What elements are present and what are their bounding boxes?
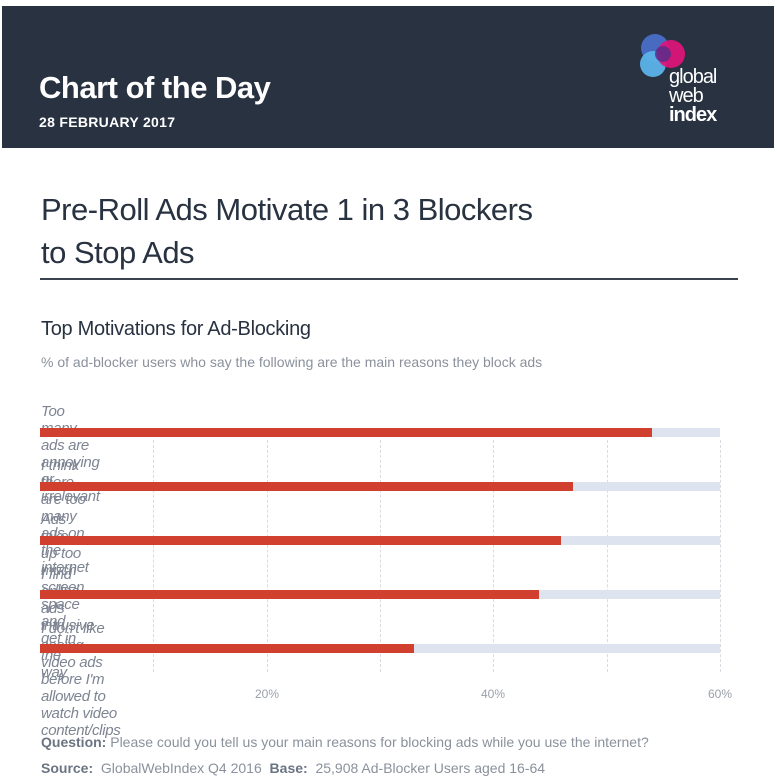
- question-label: Question:: [41, 734, 107, 750]
- chart-subtitle: % of ad-blocker users who say the follow…: [41, 354, 543, 370]
- bar-fill: [40, 536, 562, 545]
- logo-wordmark: global web index: [669, 66, 717, 126]
- gridline-10: [153, 440, 154, 672]
- bar-fill: [40, 428, 652, 437]
- gridline-30: [380, 440, 381, 672]
- x-tick-20: 20%: [254, 687, 280, 701]
- bar-fill: [40, 482, 573, 491]
- header-date: 28 FEBRUARY 2017: [39, 114, 176, 130]
- chart-title: Top Motivations for Ad-Blocking: [41, 318, 311, 340]
- source-label: Source:: [41, 760, 94, 776]
- headline-line-2: to Stop Ads: [41, 235, 195, 270]
- headline-divider: [40, 278, 738, 280]
- bar-track: [40, 428, 720, 437]
- x-tick-60: 60%: [707, 687, 733, 701]
- bar-track: [40, 644, 720, 653]
- footer-question: Question: Please could you tell us your …: [41, 734, 649, 750]
- logo-line-web: web: [669, 85, 704, 107]
- bar-fill: [40, 644, 414, 653]
- base-label: Base:: [269, 760, 308, 776]
- base-text: 25,908 Ad-Blocker Users aged 16-64: [307, 760, 546, 776]
- bar-label: I don't like seeing video ads before I'm…: [41, 620, 121, 739]
- headline-line-1: Pre-Roll Ads Motivate 1 in 3 Blockers: [41, 192, 533, 227]
- header-banner: Chart of the Day 28 FEBRUARY 2017: [2, 6, 774, 148]
- gridline-20: [267, 440, 268, 672]
- logo-line-index: index: [669, 104, 717, 126]
- bar-track: [40, 482, 720, 491]
- gridline-40: [493, 440, 494, 672]
- x-tick-40: 40%: [480, 687, 506, 701]
- question-text: Please could you tell us your main reaso…: [106, 734, 649, 750]
- footer-source: Source: GlobalWebIndex Q4 2016 Base: 25,…: [41, 760, 545, 776]
- gridline-60: [720, 440, 721, 672]
- bar-track: [40, 590, 720, 599]
- header-title: Chart of the Day: [39, 70, 271, 105]
- page-headline: Pre-Roll Ads Motivate 1 in 3 Blockers to…: [41, 188, 741, 274]
- logo-line-global: global: [669, 66, 717, 88]
- bar-fill: [40, 590, 539, 599]
- gridline-50: [607, 440, 608, 672]
- globalwebindex-logo-icon: [640, 34, 685, 77]
- source-text: GlobalWebIndex Q4 2016: [93, 760, 270, 776]
- bar-track: [40, 536, 720, 545]
